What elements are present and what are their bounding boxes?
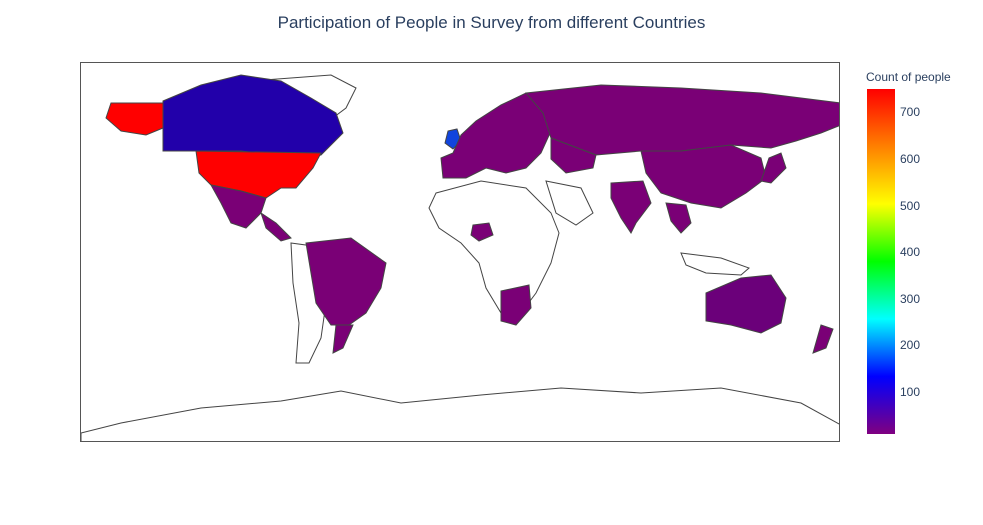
country-alaska[interactable] bbox=[105, 102, 164, 136]
country-china[interactable] bbox=[640, 144, 767, 209]
map-plot-area[interactable] bbox=[80, 62, 840, 442]
country-mexico[interactable] bbox=[210, 184, 267, 229]
colorbar-tick-label: 700 bbox=[900, 105, 921, 120]
country-japan[interactable] bbox=[760, 152, 787, 184]
colorbar-tick-label: 400 bbox=[900, 245, 921, 260]
colorbar-tick-label: 600 bbox=[900, 151, 921, 166]
country-south-africa[interactable] bbox=[500, 284, 532, 326]
southeast-asia-islands bbox=[680, 252, 750, 276]
chart-title: Participation of People in Survey from d… bbox=[277, 13, 706, 32]
colorbar-tick-label: 300 bbox=[900, 291, 921, 306]
country-united-states[interactable] bbox=[195, 150, 322, 199]
colorbar-gradient bbox=[867, 89, 895, 434]
country-new-zealand[interactable] bbox=[812, 324, 834, 354]
country-australia[interactable] bbox=[705, 274, 787, 334]
country-central-america[interactable] bbox=[260, 211, 292, 242]
africa-land bbox=[428, 180, 560, 314]
country-nigeria[interactable] bbox=[470, 222, 494, 242]
country-brazil[interactable] bbox=[305, 237, 387, 326]
colorbar-title: Count of people bbox=[866, 70, 951, 84]
colorbar-tick-label: 500 bbox=[900, 198, 921, 213]
country-kazakhstan[interactable] bbox=[550, 137, 597, 174]
colorbar-tick-label: 200 bbox=[900, 338, 921, 353]
country-argentina[interactable] bbox=[332, 324, 354, 354]
arabia-land bbox=[545, 180, 594, 226]
country-southeast-asia[interactable] bbox=[665, 202, 692, 234]
country-india[interactable] bbox=[610, 180, 652, 234]
country-europe[interactable] bbox=[440, 92, 552, 179]
world-map bbox=[81, 74, 840, 441]
colorbar-tick-label: 100 bbox=[900, 385, 921, 400]
country-russia[interactable] bbox=[525, 84, 840, 156]
antarctica bbox=[81, 387, 839, 441]
